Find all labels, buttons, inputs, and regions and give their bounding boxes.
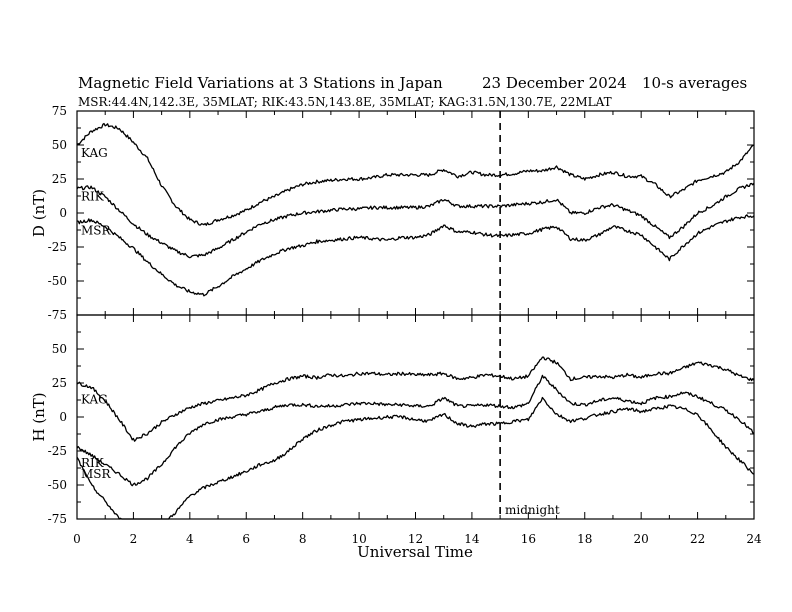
h-series-label-msr: MSR — [81, 467, 112, 481]
chart-title: Magnetic Field Variations at 3 Stations … — [78, 74, 443, 92]
d-trace-msr — [76, 214, 755, 297]
midnight-label: midnight — [505, 503, 560, 517]
d-ytick-label: 75 — [52, 104, 67, 118]
stations-line: MSR:44.4N,142.3E, 35MLAT; RIK:43.5N,143.… — [78, 95, 612, 109]
x-tick-label: 6 — [242, 532, 250, 546]
h-trace-kag — [76, 356, 755, 442]
x-axis-label: Universal Time — [357, 543, 473, 561]
chart-averaging: 10-s averages — [642, 74, 747, 92]
d-ytick-label: -25 — [48, 240, 67, 254]
d-series-label-kag: KAG — [81, 146, 108, 160]
d-series-label-msr: MSR — [81, 224, 112, 238]
d-ytick-label: 50 — [52, 138, 67, 152]
h-ytick-label: 0 — [59, 410, 67, 424]
h-ytick-label: -25 — [48, 444, 67, 458]
d-ytick-label: -50 — [48, 274, 67, 288]
h-trace-rik — [76, 374, 755, 487]
x-tick-label: 2 — [130, 532, 138, 546]
x-tick-label: 22 — [690, 532, 705, 546]
d-ytick-label: 25 — [52, 172, 67, 186]
d-ytick-label: 0 — [59, 206, 67, 220]
d-trace-kag — [76, 122, 755, 226]
d-panel-ylabel: D (nT) — [30, 189, 48, 237]
chart-marks: -75-50-250255075KAGRIKMSR-75-50-25025500… — [48, 104, 762, 546]
x-tick-label: 12 — [408, 532, 423, 546]
x-tick-label: 0 — [73, 532, 81, 546]
x-tick-label: 16 — [521, 532, 536, 546]
x-tick-label: 8 — [299, 532, 307, 546]
h-panel-ylabel: H (nT) — [30, 392, 48, 441]
h-panel-frame — [76, 314, 755, 520]
h-series-label-rik: RIK — [81, 456, 105, 470]
x-tick-label: 4 — [186, 532, 194, 546]
x-tick-label: 24 — [746, 532, 762, 546]
h-ytick-label: -50 — [48, 478, 67, 492]
d-panel-frame — [76, 110, 755, 316]
x-tick-label: 14 — [464, 532, 480, 546]
x-tick-label: 10 — [351, 532, 366, 546]
d-ytick-label: -75 — [48, 308, 67, 322]
h-series-label-kag: KAG — [81, 392, 108, 406]
h-trace-msr — [76, 396, 755, 520]
d-series-label-rik: RIK — [81, 190, 105, 204]
chart-date: 23 December 2024 — [482, 74, 627, 92]
d-trace-rik — [76, 182, 755, 259]
x-tick-label: 18 — [577, 532, 592, 546]
x-tick-label: 20 — [634, 532, 649, 546]
h-ytick-label: 25 — [52, 376, 67, 390]
h-ytick-label: 50 — [52, 342, 67, 356]
h-ytick-label: -75 — [48, 512, 67, 526]
